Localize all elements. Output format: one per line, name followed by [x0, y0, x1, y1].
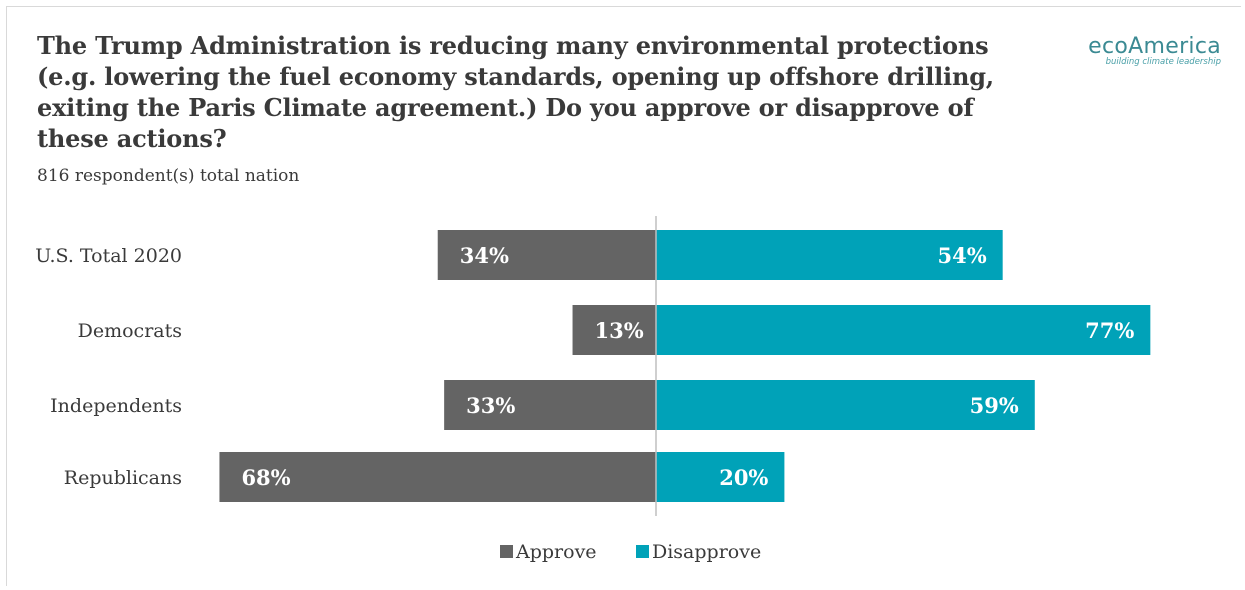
bar-disapprove-democrats — [656, 305, 1151, 355]
category-label-republicans: Republicans — [64, 467, 182, 489]
bar-approve-democrats — [572, 305, 656, 355]
legend-label-approve: Approve — [515, 541, 597, 563]
bar-approve-u-s-total-2020 — [437, 230, 656, 280]
bar-approve-independents — [444, 380, 656, 430]
chart-title: The Trump Administration is reducing man… — [37, 31, 994, 153]
data-label-approve-independents: 33% — [466, 393, 515, 418]
legend-swatch-approve — [500, 545, 513, 558]
bars-layer: 34% 54% 13% 77% 33% 59% 68% 20% — [219, 230, 1151, 502]
legend: Approve Disapprove — [500, 541, 761, 563]
logo-wordmark: ecoAmerica — [1088, 34, 1221, 59]
ecoamerica-logo: ecoAmerica building climate leadership — [1088, 34, 1221, 67]
chart-subtitle: 816 respondent(s) total nation — [37, 166, 300, 186]
data-label-disapprove-u-s-total-2020: 54% — [937, 243, 986, 268]
data-label-disapprove-republicans: 20% — [719, 465, 768, 490]
category-label-democrats: Democrats — [78, 320, 182, 342]
legend-label-disapprove: Disapprove — [652, 541, 761, 563]
bar-disapprove-republicans — [656, 452, 785, 502]
data-label-approve-u-s-total-2020: 34% — [460, 243, 509, 268]
bar-disapprove-u-s-total-2020 — [656, 230, 1003, 280]
legend-swatch-disapprove — [636, 545, 649, 558]
data-label-disapprove-independents: 59% — [970, 393, 1019, 418]
logo-tagline: building climate leadership — [1105, 57, 1221, 67]
category-label-independents: Independents — [50, 395, 182, 417]
diverging-bar-chart: 34% 54% 13% 77% 33% 59% 68% 20% U.S. Total 2020… — [35, 216, 1151, 563]
data-label-approve-democrats: 13% — [595, 318, 644, 343]
data-label-disapprove-democrats: 77% — [1085, 318, 1134, 343]
category-labels: U.S. Total 2020 Democrats Independents Repu… — [35, 245, 182, 489]
bar-disapprove-independents — [656, 380, 1035, 430]
bar-approve-republicans — [219, 452, 656, 502]
data-label-approve-republicans: 68% — [241, 465, 290, 490]
category-label-u-s-total-2020: U.S. Total 2020 — [35, 245, 182, 267]
chart-frame — [6, 6, 1241, 586]
